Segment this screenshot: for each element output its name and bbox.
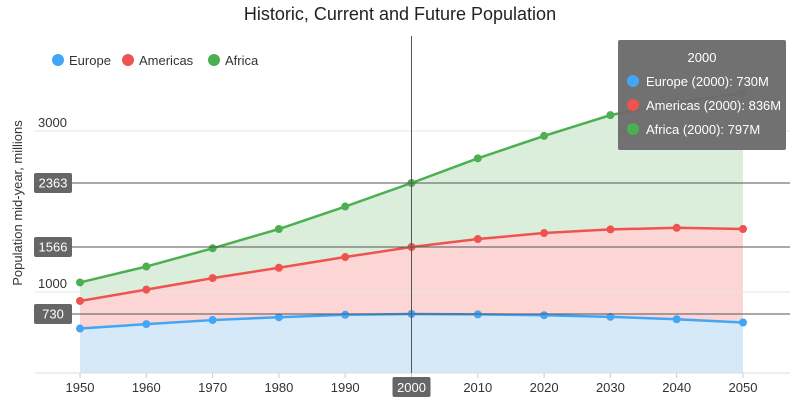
crosshair-y-label: 730 [42, 307, 64, 322]
tooltip-item: Europe (2000): 730M [646, 74, 769, 89]
point-americas-2010[interactable] [473, 235, 482, 244]
x-tick-label: 2050 [729, 380, 758, 395]
legend-marker [52, 54, 64, 66]
x-tick-label: 1970 [198, 380, 227, 395]
legend[interactable]: Europe Americas Africa [52, 53, 259, 68]
point-africa-2010[interactable] [473, 154, 482, 163]
point-europe-1960[interactable] [142, 320, 151, 329]
point-americas-2040[interactable] [672, 223, 681, 232]
point-africa-2030[interactable] [606, 111, 615, 120]
point-africa-1970[interactable] [208, 244, 217, 253]
tooltip-marker [627, 99, 639, 111]
point-americas-2030[interactable] [606, 225, 615, 234]
point-africa-1960[interactable] [142, 262, 151, 271]
legend-item-americas[interactable]: Americas [122, 53, 194, 68]
point-africa-1990[interactable] [341, 202, 350, 211]
point-europe-2020[interactable] [540, 311, 549, 320]
x-tick-label: 2010 [463, 380, 492, 395]
tooltip-marker [627, 75, 639, 87]
point-americas-1950[interactable] [76, 296, 84, 305]
x-axis-ticks: 1950 1960 1970 1980 1990 2000 2010 2020 2030 2040… [66, 373, 758, 397]
point-americas-1970[interactable] [208, 274, 217, 283]
point-americas-2020[interactable] [540, 229, 549, 238]
x-tick-label: 2040 [662, 380, 691, 395]
crosshair-y-label: 1566 [39, 240, 68, 255]
crosshair: 2363 1566 730 [34, 36, 790, 373]
point-americas-1990[interactable] [341, 253, 350, 262]
x-tick-label: 1990 [331, 380, 360, 395]
tooltip-marker [627, 123, 639, 135]
crosshair-y-label: 2363 [39, 176, 68, 191]
point-layer [76, 89, 747, 333]
crosshair-y-badge [34, 304, 72, 324]
chart-title: Historic, Current and Future Population [244, 4, 556, 24]
crosshair-y-badge [34, 237, 72, 257]
point-americas-1980[interactable] [274, 263, 283, 272]
point-americas-2050[interactable] [739, 225, 747, 234]
y-tick-label: 3000 [38, 115, 67, 130]
crosshair-x-badge [392, 377, 431, 397]
legend-label: Americas [139, 53, 194, 68]
point-africa-2020[interactable] [540, 131, 549, 140]
legend-item-europe[interactable]: Europe [52, 53, 111, 68]
tooltip-box [618, 40, 786, 150]
legend-marker [122, 54, 134, 66]
y-axis-ticks: 1000 3000 [38, 115, 67, 291]
x-tick-label: 1960 [132, 380, 161, 395]
x-tick-label: 2030 [596, 380, 625, 395]
point-europe-2050[interactable] [739, 318, 747, 327]
crosshair-x-label: 2000 [397, 380, 426, 395]
point-americas-1960[interactable] [142, 285, 151, 294]
point-europe-1990[interactable] [341, 310, 350, 319]
x-tick-label: 1980 [264, 380, 293, 395]
tooltip-item: Americas (2000): 836M [646, 98, 781, 113]
point-europe-2030[interactable] [606, 312, 615, 321]
y-axis-label: Population mid-year, millions [10, 120, 25, 286]
x-tick-label: 2020 [530, 380, 559, 395]
point-europe-1950[interactable] [76, 324, 84, 333]
point-europe-1980[interactable] [274, 313, 283, 322]
legend-label: Europe [69, 53, 111, 68]
tooltip-title: 2000 [688, 50, 717, 65]
point-africa-1950[interactable] [76, 278, 84, 287]
tooltip-item: Africa (2000): 797M [646, 122, 760, 137]
tooltip: 2000 Europe (2000): 730M Americas (2000): … [618, 40, 786, 150]
legend-label: Africa [225, 53, 259, 68]
point-africa-1980[interactable] [274, 225, 283, 234]
x-tick-label: 1950 [66, 380, 95, 395]
legend-marker [208, 54, 220, 66]
y-tick-label: 1000 [38, 276, 67, 291]
legend-item-africa[interactable]: Africa [208, 53, 259, 68]
point-europe-2040[interactable] [672, 315, 681, 324]
crosshair-y-badge [34, 173, 72, 193]
point-europe-1970[interactable] [208, 316, 217, 325]
